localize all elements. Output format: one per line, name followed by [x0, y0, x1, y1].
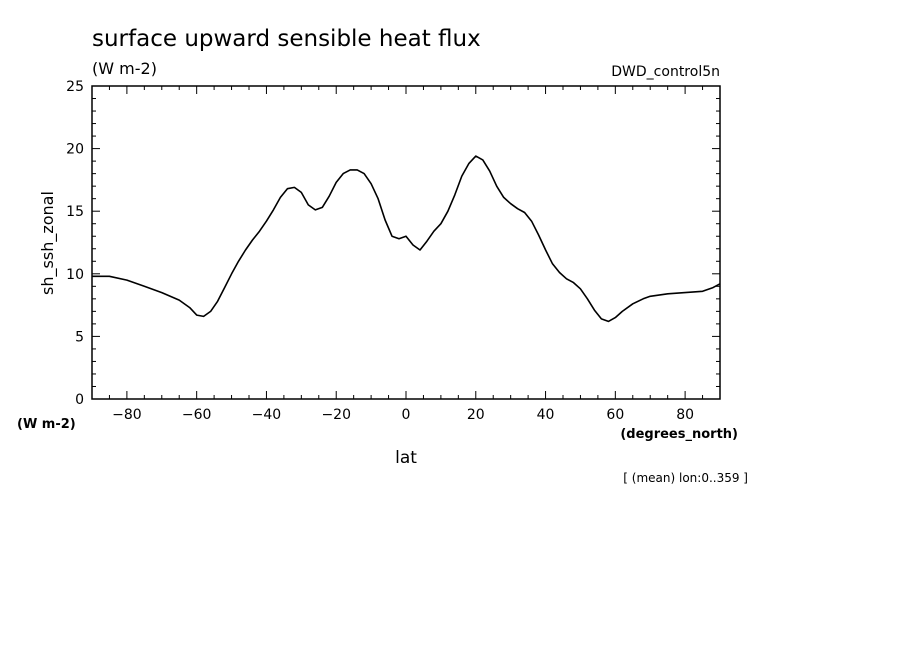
x-tick-label: 60 [606, 407, 624, 423]
chart-title: surface upward sensible heat flux [92, 26, 481, 52]
y-tick-label: 25 [66, 79, 84, 95]
mean-annotation: [ (mean) lon:0..359 ] [623, 471, 748, 485]
x-tick-label: −80 [112, 407, 142, 423]
x-tick-label: 0 [402, 407, 411, 423]
x-tick-labels: −80 −60 −40 −20 0 20 40 60 80 [112, 407, 694, 423]
x-axis-units: (degrees_north) [620, 427, 738, 442]
dataset-label: DWD_control5n [611, 64, 720, 80]
y-axis-units: (W m-2) [17, 417, 76, 432]
y-tick-labels: 0 5 10 15 20 25 [66, 79, 84, 408]
y-tick-label: 20 [66, 142, 84, 158]
x-tick-label: 40 [537, 407, 555, 423]
x-tick-label: −60 [182, 407, 212, 423]
x-tick-label: −40 [252, 407, 282, 423]
title-units: (W m-2) [92, 59, 157, 78]
series-line-sh-ssh-zonal [92, 155, 721, 323]
x-axis-label: lat [395, 448, 417, 468]
x-tick-label: −20 [321, 407, 351, 423]
y-tick-label: 5 [75, 329, 84, 345]
plot-frame [91, 85, 721, 400]
y-tick-label: 10 [66, 267, 84, 283]
y-tick-label: 0 [75, 392, 84, 408]
y-axis-label: sh_ssh_zonal [38, 191, 58, 295]
y-tick-label: 15 [66, 204, 84, 220]
x-tick-label: 20 [467, 407, 485, 423]
x-tick-label: 80 [676, 407, 694, 423]
axis-ticks [91, 85, 721, 400]
